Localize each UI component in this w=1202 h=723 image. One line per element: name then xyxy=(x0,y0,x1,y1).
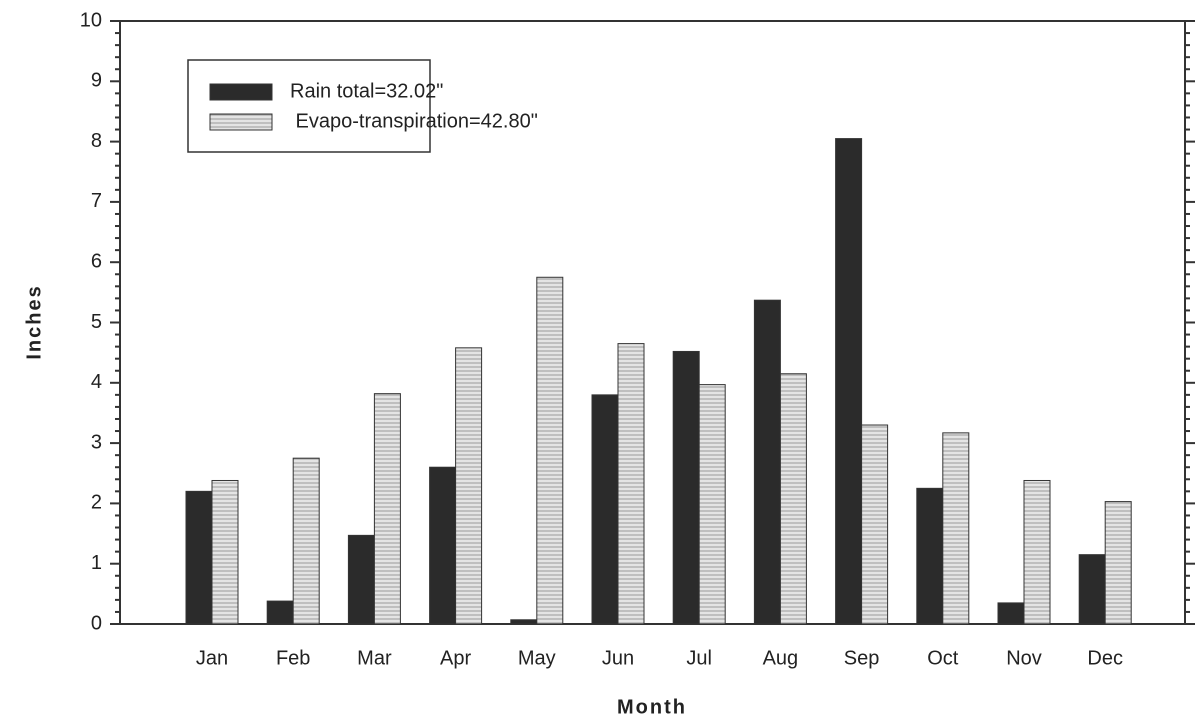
bar xyxy=(1104,501,1132,625)
y-tick-label: 3 xyxy=(91,431,102,453)
x-tick-label: Aug xyxy=(763,647,799,669)
legend-label: Rain total=32.02" xyxy=(290,80,443,102)
bar xyxy=(536,276,564,625)
bar xyxy=(916,487,944,625)
y-tick-label: 4 xyxy=(91,371,102,393)
y-tick-label: 5 xyxy=(91,311,102,333)
bar xyxy=(861,424,889,625)
x-tick-label: Dec xyxy=(1087,647,1123,669)
y-tick-label: 0 xyxy=(91,612,102,634)
bar xyxy=(1023,479,1051,625)
bar xyxy=(211,479,239,625)
bar xyxy=(591,394,619,625)
y-tick-label: 2 xyxy=(91,492,102,514)
bar xyxy=(455,347,483,625)
bar xyxy=(942,432,970,625)
bar xyxy=(185,490,213,625)
x-tick-label: May xyxy=(518,647,556,669)
y-tick-label: 8 xyxy=(91,130,102,152)
bar xyxy=(779,373,807,625)
y-axis-label: Inches xyxy=(23,284,45,359)
x-tick-label: Mar xyxy=(357,647,392,669)
legend-box xyxy=(187,59,431,153)
y-tick-label: 1 xyxy=(91,552,102,574)
bar xyxy=(698,384,726,625)
bar xyxy=(429,466,457,625)
x-tick-label: Apr xyxy=(440,647,471,669)
legend-swatch xyxy=(209,113,273,131)
x-tick-label: Sep xyxy=(844,647,880,669)
bar xyxy=(292,457,320,625)
legend-label: Evapo-transpiration=42.80" xyxy=(290,110,538,132)
x-axis-label: Month xyxy=(617,696,687,718)
x-tick-label: Feb xyxy=(276,647,310,669)
x-tick-label: Oct xyxy=(927,647,959,669)
bar xyxy=(997,602,1025,625)
x-tick-label: Jul xyxy=(686,647,712,669)
bar xyxy=(617,343,645,625)
bar xyxy=(672,350,700,625)
x-tick-label: Jun xyxy=(602,647,634,669)
y-tick-label: 7 xyxy=(91,190,102,212)
y-tick-label: 10 xyxy=(80,9,102,31)
legend-swatch xyxy=(209,83,273,101)
bar xyxy=(347,534,375,625)
bar xyxy=(1078,554,1106,625)
bar xyxy=(753,299,781,625)
bar xyxy=(266,600,294,625)
y-tick-label: 9 xyxy=(91,70,102,92)
y-tick-label: 6 xyxy=(91,250,102,272)
bar xyxy=(373,393,401,625)
bar xyxy=(835,138,863,625)
bar xyxy=(510,619,538,625)
x-tick-label: Jan xyxy=(196,647,228,669)
x-tick-label: Nov xyxy=(1006,647,1042,669)
